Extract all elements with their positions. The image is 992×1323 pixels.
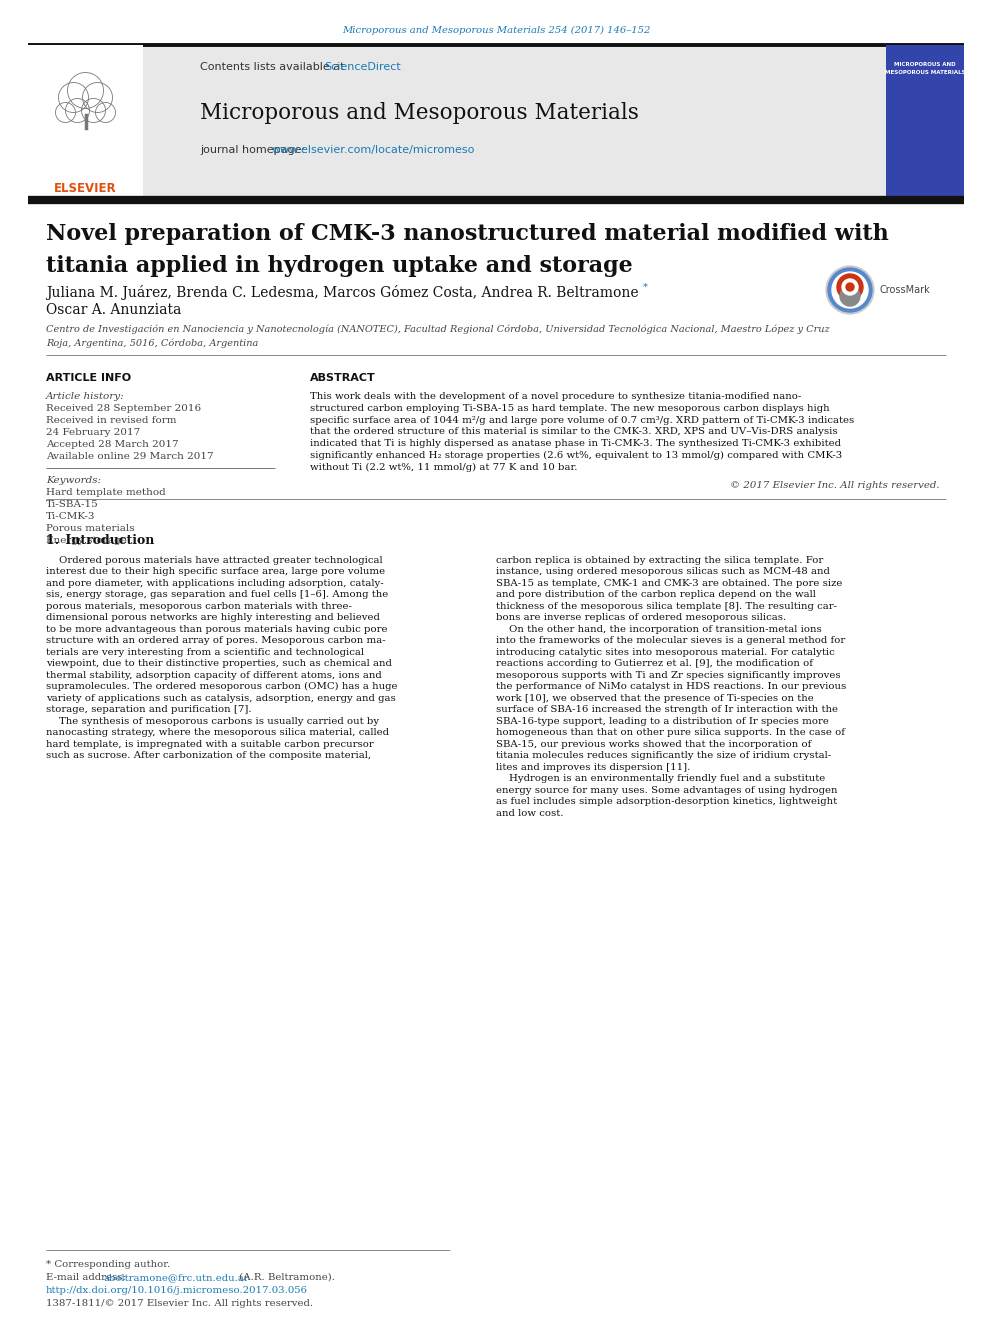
Text: SBA-15 as template, CMK-1 and CMK-3 are obtained. The pore size: SBA-15 as template, CMK-1 and CMK-3 are … — [496, 578, 842, 587]
Text: Hard template method: Hard template method — [46, 488, 166, 497]
Text: work [10], we observed that the presence of Ti-species on the: work [10], we observed that the presence… — [496, 693, 813, 703]
Text: © 2017 Elsevier Inc. All rights reserved.: © 2017 Elsevier Inc. All rights reserved… — [730, 480, 940, 490]
Text: SBA-16-type support, leading to a distribution of Ir species more: SBA-16-type support, leading to a distri… — [496, 717, 829, 725]
Text: the performance of NiMo catalyst in HDS reactions. In our previous: the performance of NiMo catalyst in HDS … — [496, 683, 846, 691]
Circle shape — [837, 274, 863, 300]
Text: homogeneous than that on other pure silica supports. In the case of: homogeneous than that on other pure sili… — [496, 728, 845, 737]
Text: abeltramone@frc.utn.edu.ar: abeltramone@frc.utn.edu.ar — [104, 1273, 250, 1282]
Text: Available online 29 March 2017: Available online 29 March 2017 — [46, 452, 213, 460]
Text: Contents lists available at: Contents lists available at — [200, 62, 348, 71]
FancyBboxPatch shape — [28, 45, 964, 200]
Text: E-mail address:: E-mail address: — [46, 1273, 129, 1282]
Text: Centro de Investigación en Nanociencia y Nanotecnología (NANOTEC), Facultad Regi: Centro de Investigación en Nanociencia y… — [46, 325, 829, 335]
Text: into the frameworks of the molecular sieves is a general method for: into the frameworks of the molecular sie… — [496, 636, 845, 646]
Text: reactions according to Gutierrez et al. [9], the modification of: reactions according to Gutierrez et al. … — [496, 659, 813, 668]
Text: ABSTRACT: ABSTRACT — [310, 373, 376, 382]
Text: as fuel includes simple adsorption-desorption kinetics, lightweight: as fuel includes simple adsorption-desor… — [496, 796, 837, 806]
Text: sis, energy storage, gas separation and fuel cells [1–6]. Among the: sis, energy storage, gas separation and … — [46, 590, 388, 599]
Text: variety of applications such as catalysis, adsorption, energy and gas: variety of applications such as catalysi… — [46, 693, 396, 703]
Text: thermal stability, adsorption capacity of different atoms, ions and: thermal stability, adsorption capacity o… — [46, 671, 382, 680]
Text: such as sucrose. After carbonization of the composite material,: such as sucrose. After carbonization of … — [46, 751, 371, 761]
Text: Roja, Argentina, 5016, Córdoba, Argentina: Roja, Argentina, 5016, Córdoba, Argentin… — [46, 337, 258, 348]
Text: Microporous and Mesoporous Materials: Microporous and Mesoporous Materials — [200, 102, 639, 124]
Text: *: * — [643, 283, 648, 292]
Text: without Ti (2.2 wt%, 11 mmol/g) at 77 K and 10 bar.: without Ti (2.2 wt%, 11 mmol/g) at 77 K … — [310, 463, 577, 472]
Text: significantly enhanced H₂ storage properties (2.6 wt%, equivalent to 13 mmol/g) : significantly enhanced H₂ storage proper… — [310, 451, 842, 460]
Text: that the ordered structure of this material is similar to the CMK-3. XRD, XPS an: that the ordered structure of this mater… — [310, 427, 837, 437]
Text: terials are very interesting from a scientific and technological: terials are very interesting from a scie… — [46, 647, 364, 656]
Text: surface of SBA-16 increased the strength of Ir interaction with the: surface of SBA-16 increased the strength… — [496, 705, 838, 714]
Text: Microporous and Mesoporous Materials 254 (2017) 146–152: Microporous and Mesoporous Materials 254… — [342, 25, 650, 34]
Text: Article history:: Article history: — [46, 392, 125, 401]
Text: 1. Introduction: 1. Introduction — [46, 533, 155, 546]
Text: Porous materials: Porous materials — [46, 524, 135, 533]
Text: Juliana M. Juárez, Brenda C. Ledesma, Marcos Gómez Costa, Andrea R. Beltramone: Juliana M. Juárez, Brenda C. Ledesma, Ma… — [46, 284, 639, 300]
Text: storage, separation and purification [7].: storage, separation and purification [7]… — [46, 705, 252, 714]
Text: hard template, is impregnated with a suitable carbon precursor: hard template, is impregnated with a sui… — [46, 740, 374, 749]
Text: lites and improves its dispersion [11].: lites and improves its dispersion [11]. — [496, 762, 690, 771]
Text: structure with an ordered array of pores. Mesoporous carbon ma-: structure with an ordered array of pores… — [46, 636, 386, 646]
Text: titania applied in hydrogen uptake and storage: titania applied in hydrogen uptake and s… — [46, 255, 633, 277]
Text: MESOPOROUS MATERIALS: MESOPOROUS MATERIALS — [885, 70, 965, 75]
Text: nanocasting strategy, where the mesoporous silica material, called: nanocasting strategy, where the mesoporo… — [46, 728, 389, 737]
Text: introducing catalytic sites into mesoporous material. For catalytic: introducing catalytic sites into mesopor… — [496, 647, 834, 656]
Text: and pore distribution of the carbon replica depend on the wall: and pore distribution of the carbon repl… — [496, 590, 815, 599]
Text: (A.R. Beltramone).: (A.R. Beltramone). — [236, 1273, 335, 1282]
Text: dimensional porous networks are highly interesting and believed: dimensional porous networks are highly i… — [46, 613, 380, 622]
Text: specific surface area of 1044 m²/g and large pore volume of 0.7 cm³/g. XRD patte: specific surface area of 1044 m²/g and l… — [310, 415, 854, 425]
Text: SBA-15, our previous works showed that the incorporation of: SBA-15, our previous works showed that t… — [496, 740, 811, 749]
Text: viewpoint, due to their distinctive properties, such as chemical and: viewpoint, due to their distinctive prop… — [46, 659, 392, 668]
Text: MICROPOROUS AND: MICROPOROUS AND — [894, 62, 956, 67]
Text: Accepted 28 March 2017: Accepted 28 March 2017 — [46, 441, 179, 448]
Text: to be more advantageous than porous materials having cubic pore: to be more advantageous than porous mate… — [46, 624, 388, 634]
Text: thickness of the mesoporous silica template [8]. The resulting car-: thickness of the mesoporous silica templ… — [496, 602, 837, 611]
Text: instance, using ordered mesoporous silicas such as MCM-48 and: instance, using ordered mesoporous silic… — [496, 568, 830, 576]
Text: 1387-1811/© 2017 Elsevier Inc. All rights reserved.: 1387-1811/© 2017 Elsevier Inc. All right… — [46, 1299, 313, 1308]
Text: Received in revised form: Received in revised form — [46, 415, 177, 425]
Text: carbon replica is obtained by extracting the silica template. For: carbon replica is obtained by extracting… — [496, 556, 823, 565]
Text: interest due to their high specific surface area, large pore volume: interest due to their high specific surf… — [46, 568, 385, 576]
Text: ELSEVIER: ELSEVIER — [55, 181, 117, 194]
Text: Hydrogen is an environmentally friendly fuel and a substitute: Hydrogen is an environmentally friendly … — [496, 774, 825, 783]
Text: structured carbon employing Ti-SBA-15 as hard template. The new mesoporous carbo: structured carbon employing Ti-SBA-15 as… — [310, 404, 829, 413]
FancyBboxPatch shape — [28, 45, 143, 200]
Text: Ti-CMK-3: Ti-CMK-3 — [46, 512, 95, 521]
Text: 24 February 2017: 24 February 2017 — [46, 429, 140, 437]
Text: www.elsevier.com/locate/micromeso: www.elsevier.com/locate/micromeso — [272, 146, 475, 155]
Text: Novel preparation of CMK-3 nanostructured material modified with: Novel preparation of CMK-3 nanostructure… — [46, 224, 889, 245]
Text: The synthesis of mesoporous carbons is usually carried out by: The synthesis of mesoporous carbons is u… — [46, 717, 379, 725]
Text: energy source for many uses. Some advantages of using hydrogen: energy source for many uses. Some advant… — [496, 786, 837, 795]
Circle shape — [840, 286, 860, 306]
Text: and pore diameter, with applications including adsorption, cataly-: and pore diameter, with applications inc… — [46, 578, 384, 587]
Text: On the other hand, the incorporation of transition-metal ions: On the other hand, the incorporation of … — [496, 624, 821, 634]
Text: titania molecules reduces significantly the size of iridium crystal-: titania molecules reduces significantly … — [496, 751, 831, 761]
Text: Energy storage: Energy storage — [46, 536, 127, 545]
Text: http://dx.doi.org/10.1016/j.micromeso.2017.03.056: http://dx.doi.org/10.1016/j.micromeso.20… — [46, 1286, 308, 1295]
Text: ARTICLE INFO: ARTICLE INFO — [46, 373, 131, 382]
Text: Received 28 September 2016: Received 28 September 2016 — [46, 404, 201, 413]
Text: porous materials, mesoporous carbon materials with three-: porous materials, mesoporous carbon mate… — [46, 602, 352, 611]
Text: This work deals with the development of a novel procedure to synthesize titania-: This work deals with the development of … — [310, 392, 802, 401]
Text: Ti-SBA-15: Ti-SBA-15 — [46, 500, 99, 509]
Text: * Corresponding author.: * Corresponding author. — [46, 1259, 171, 1269]
Text: and low cost.: and low cost. — [496, 808, 563, 818]
Text: journal homepage:: journal homepage: — [200, 146, 309, 155]
Text: bons are inverse replicas of ordered mesoporous silicas.: bons are inverse replicas of ordered mes… — [496, 613, 787, 622]
Text: Keywords:: Keywords: — [46, 476, 101, 486]
Circle shape — [832, 273, 868, 308]
Text: ScienceDirect: ScienceDirect — [324, 62, 402, 71]
Text: CrossMark: CrossMark — [880, 284, 930, 295]
Text: mesoporous supports with Ti and Zr species significantly improves: mesoporous supports with Ti and Zr speci… — [496, 671, 840, 680]
Circle shape — [842, 279, 858, 295]
Circle shape — [846, 283, 854, 291]
Text: Oscar A. Anunziata: Oscar A. Anunziata — [46, 303, 182, 318]
Circle shape — [828, 269, 872, 312]
FancyBboxPatch shape — [886, 45, 964, 200]
Text: Ordered porous materials have attracted greater technological: Ordered porous materials have attracted … — [46, 556, 383, 565]
Text: indicated that Ti is highly dispersed as anatase phase in Ti-CMK-3. The synthesi: indicated that Ti is highly dispersed as… — [310, 439, 841, 448]
Circle shape — [826, 266, 874, 314]
Text: supramolecules. The ordered mesoporous carbon (OMC) has a huge: supramolecules. The ordered mesoporous c… — [46, 683, 398, 691]
